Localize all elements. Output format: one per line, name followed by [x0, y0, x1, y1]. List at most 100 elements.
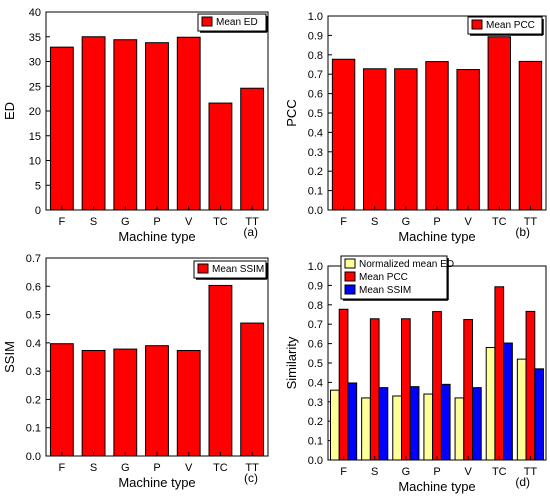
bar-mean-ssim-g — [113, 348, 138, 457]
x-tick-label: V — [185, 216, 193, 228]
bar-mean-pcc-p — [432, 311, 442, 461]
legend-swatch — [344, 284, 356, 295]
bar-normalized-mean-ed-p — [423, 393, 434, 461]
y-tick-label: 0.0 — [26, 451, 41, 463]
bar-mean-ssim-tc — [208, 284, 233, 457]
y-tick-label: 0.4 — [308, 377, 323, 389]
legend-label: Mean ED — [216, 17, 258, 28]
y-tick-label: 0.7 — [26, 253, 41, 265]
x-tick-label: G — [402, 466, 411, 478]
bar-mean-pcc-g — [394, 68, 418, 211]
bar-mean-pcc-p — [425, 61, 449, 211]
x-tick-label: F — [340, 216, 347, 228]
y-tick-label: 15 — [29, 131, 41, 143]
x-tick-label: P — [153, 462, 160, 474]
x-tick-label: S — [371, 466, 378, 478]
bar-mean-pcc-tc — [487, 36, 511, 211]
x-axis-label: Machine type — [118, 229, 195, 244]
y-tick-label: 0.8 — [308, 300, 323, 312]
x-axis-label: Machine type — [398, 479, 475, 494]
y-tick-label: 0.4 — [308, 127, 323, 139]
bar-mean-pcc-tc — [494, 286, 505, 461]
legend-label: Mean SSIM — [359, 285, 411, 296]
legend-label: Mean PCC — [359, 272, 408, 283]
y-tick-label: 0.1 — [308, 186, 323, 198]
panel-label: (b) — [515, 225, 530, 239]
legend-label: Normalized mean ED — [359, 259, 454, 270]
x-tick-label: TT — [524, 466, 538, 478]
y-axis-label: SSIM — [2, 341, 17, 373]
bar-mean-ssim-v — [176, 349, 201, 457]
x-tick-label: TC — [492, 216, 507, 228]
panel-label: (a) — [243, 225, 258, 239]
bar-mean-pcc-f — [331, 58, 356, 211]
y-tick-label: 0.2 — [308, 166, 323, 178]
y-axis-label: ED — [2, 102, 17, 120]
x-tick-label: V — [185, 462, 193, 474]
y-tick-label: 0.1 — [26, 423, 41, 435]
y-tick-label: 1.0 — [308, 261, 323, 273]
legend-box — [193, 260, 267, 279]
y-tick-label: 0.3 — [308, 397, 323, 409]
legend-swatch — [201, 16, 213, 27]
x-tick-label: TC — [213, 216, 228, 228]
y-tick-label: 0.6 — [308, 89, 323, 101]
y-tick-label: 25 — [29, 81, 41, 93]
x-tick-label: V — [464, 466, 472, 478]
bar-mean-pcc-v — [463, 319, 474, 461]
bar-mean-pcc-tt — [525, 310, 536, 461]
panel-label: (c) — [244, 471, 258, 485]
bar-mean-ed-p — [145, 42, 169, 211]
x-tick-label: P — [433, 216, 440, 228]
y-tick-label: 0.1 — [308, 436, 323, 448]
y-tick-label: 30 — [29, 57, 41, 69]
y-tick-label: 5 — [35, 180, 41, 192]
bar-mean-ssim-tt — [240, 322, 265, 457]
legend-box — [340, 255, 448, 300]
y-tick-label: 0.4 — [26, 338, 41, 350]
y-tick-label: 0.0 — [308, 205, 323, 217]
chart-panel-a: 0 5 10 15 20 25 30 35 40 F S G P V TC TT Machine type ED (… — [2, 7, 269, 244]
bar-normalized-mean-ed-v — [454, 397, 465, 461]
x-tick-label: F — [58, 462, 65, 474]
x-tick-label: TT — [245, 462, 259, 474]
legend-swatch — [471, 19, 483, 30]
bar-mean-ed-tc — [208, 102, 233, 211]
bar-mean-pcc-s — [363, 68, 387, 211]
y-tick-label: 0.3 — [308, 147, 323, 159]
chart-panel-c: 0.0 0.1 0.2 0.3 0.4 0.5 0.6 0.7 F S G P V TC TT Machine… — [2, 253, 269, 490]
legend-swatch — [197, 263, 209, 274]
bar-normalized-mean-ed-tt — [516, 358, 527, 461]
legend-swatch — [344, 271, 356, 282]
y-tick-label: 0.6 — [26, 281, 41, 293]
y-tick-label: 0.5 — [26, 310, 41, 322]
y-tick-label: 35 — [29, 32, 41, 44]
legend-label: Mean SSIM — [212, 264, 264, 275]
chart-panel-b: 0.0 0.1 0.2 0.3 0.4 0.5 0.6 0.7 0.8 0.9 1.0 F S G P V TC… — [284, 11, 547, 244]
legend-label: Mean PCC — [486, 20, 535, 31]
y-tick-label: 20 — [29, 106, 41, 118]
bar-mean-pcc-v — [456, 69, 480, 211]
y-tick-label: 0.7 — [308, 319, 323, 331]
x-tick-label: P — [433, 466, 440, 478]
x-tick-label: TC — [213, 462, 228, 474]
bar-mean-ssim-f — [347, 382, 358, 461]
bar-mean-ed-f — [49, 46, 74, 211]
y-tick-label: 1.0 — [308, 11, 323, 23]
y-tick-label: 0.2 — [26, 394, 41, 406]
y-tick-label: 0.0 — [308, 455, 323, 467]
legend-box — [467, 16, 543, 35]
bar-mean-ssim-p — [145, 345, 169, 457]
bar-mean-ssim-tc — [503, 342, 513, 461]
bar-normalized-mean-ed-g — [392, 395, 402, 461]
bar-mean-ssim-g — [409, 386, 420, 461]
bar-mean-pcc-s — [369, 318, 380, 461]
legend-swatch — [344, 258, 356, 269]
bar-mean-pcc-tt — [518, 60, 543, 211]
x-tick-label: F — [58, 216, 65, 228]
bar-mean-pcc-f — [338, 308, 349, 461]
x-tick-label: V — [464, 216, 472, 228]
bar-mean-ssim-s — [81, 349, 106, 457]
x-tick-label: G — [121, 462, 130, 474]
